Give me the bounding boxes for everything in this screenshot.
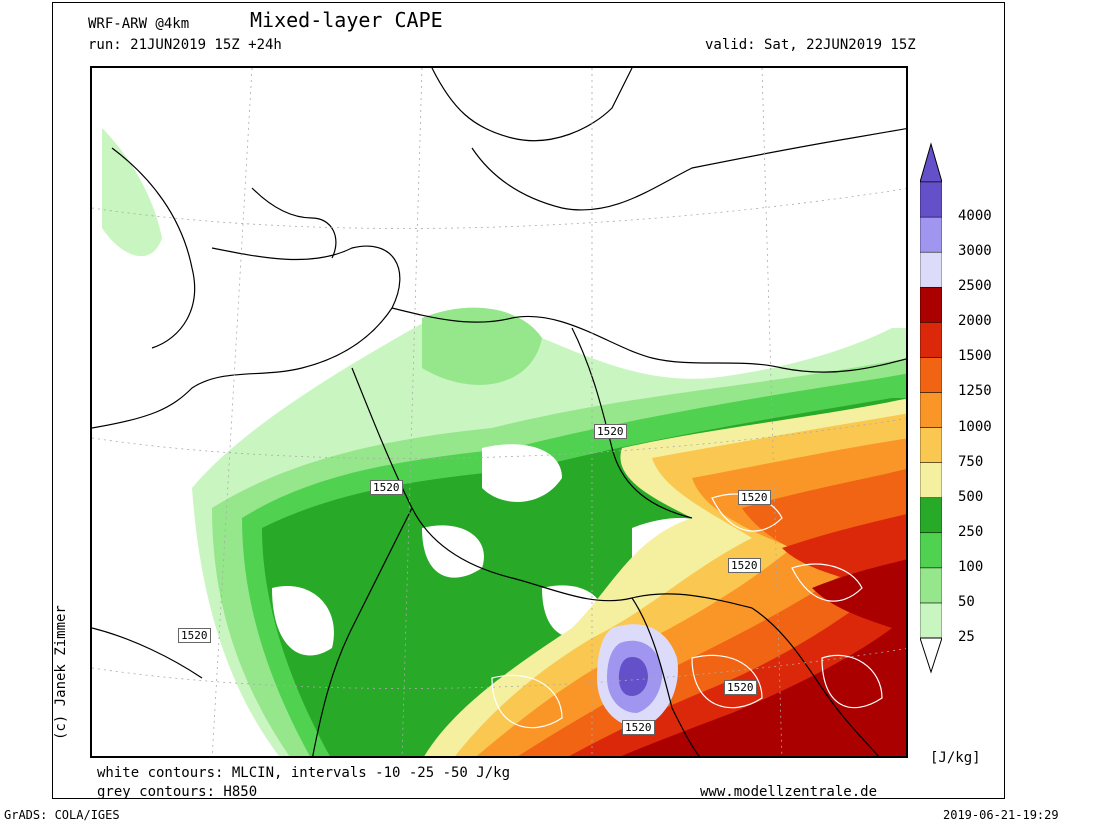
colorbar-swatch-25 (920, 602, 942, 639)
creation-timestamp: 2019-06-21-19:29 (943, 808, 1059, 822)
colorbar-bar (920, 142, 942, 674)
colorbar-label: 1500 (958, 348, 992, 365)
colorbar-label: 750 (958, 453, 984, 470)
contour-label: 1520 (738, 490, 771, 505)
colorbar-label: 500 (958, 488, 984, 505)
colorbar-label: 100 (958, 558, 984, 575)
colorbar-swatch-50 (920, 567, 942, 604)
colorbar-label: 2000 (958, 313, 992, 330)
colorbar-label: 1250 (958, 383, 992, 400)
colorbar-unit: [J/kg] (930, 750, 981, 766)
figure-frame (52, 2, 1005, 799)
colorbar-swatch-1500 (920, 322, 942, 358)
run-info: run: 21JUN2019 15Z +24h (88, 37, 282, 53)
colorbar-label: 250 (958, 523, 984, 540)
contour-label: 1520 (728, 558, 761, 573)
contour-label: 1520 (594, 424, 627, 439)
contour-label: 1520 (724, 680, 757, 695)
contour-label: 1520 (178, 628, 211, 643)
valid-time: valid: Sat, 22JUN2019 15Z (705, 37, 916, 53)
colorbar-label: 2500 (958, 278, 992, 295)
map-title: Mixed-layer CAPE (250, 8, 443, 32)
caption-mlcin: white contours: MLCIN, intervals -10 -25… (97, 765, 511, 781)
colorbar-swatch-2000 (920, 286, 942, 323)
colorbar-label: 50 (958, 593, 975, 610)
colorbar-swatch-4000 (920, 181, 942, 218)
colorbar: 25 50 100 250 500 750 1000 1250 1500 2000 2500 3000… (920, 140, 1000, 680)
model-label: WRF-ARW @4km (88, 16, 190, 32)
colorbar-label: 3000 (958, 243, 992, 260)
caption-h850: grey contours: H850 (97, 784, 258, 800)
colorbar-swatch-250 (920, 497, 942, 534)
colorbar-label: 1000 (958, 418, 992, 435)
contour-label: 1520 (622, 720, 655, 735)
colorbar-swatch-2500 (920, 251, 942, 288)
colorbar-label: 25 (958, 629, 975, 645)
author-credit: (c) Janek Zimmer (53, 605, 69, 740)
colorbar-swatch-1000 (920, 392, 942, 428)
colorbar-swatch-100 (920, 532, 942, 569)
cape-field (92, 68, 906, 756)
colorbar-label: 4000 (958, 208, 992, 225)
contour-label: 1520 (370, 480, 403, 495)
software-credit: GrADS: COLA/IGES (4, 808, 120, 822)
website-link[interactable]: www.modellzentrale.de (700, 784, 878, 800)
colorbar-swatch-500 (920, 462, 942, 498)
map-panel: 1520 1520 1520 1520 1520 1520 1520 (90, 66, 908, 758)
colorbar-swatch-1250 (920, 357, 942, 393)
colorbar-swatch-3000 (920, 216, 942, 253)
colorbar-swatch-750 (920, 427, 942, 463)
